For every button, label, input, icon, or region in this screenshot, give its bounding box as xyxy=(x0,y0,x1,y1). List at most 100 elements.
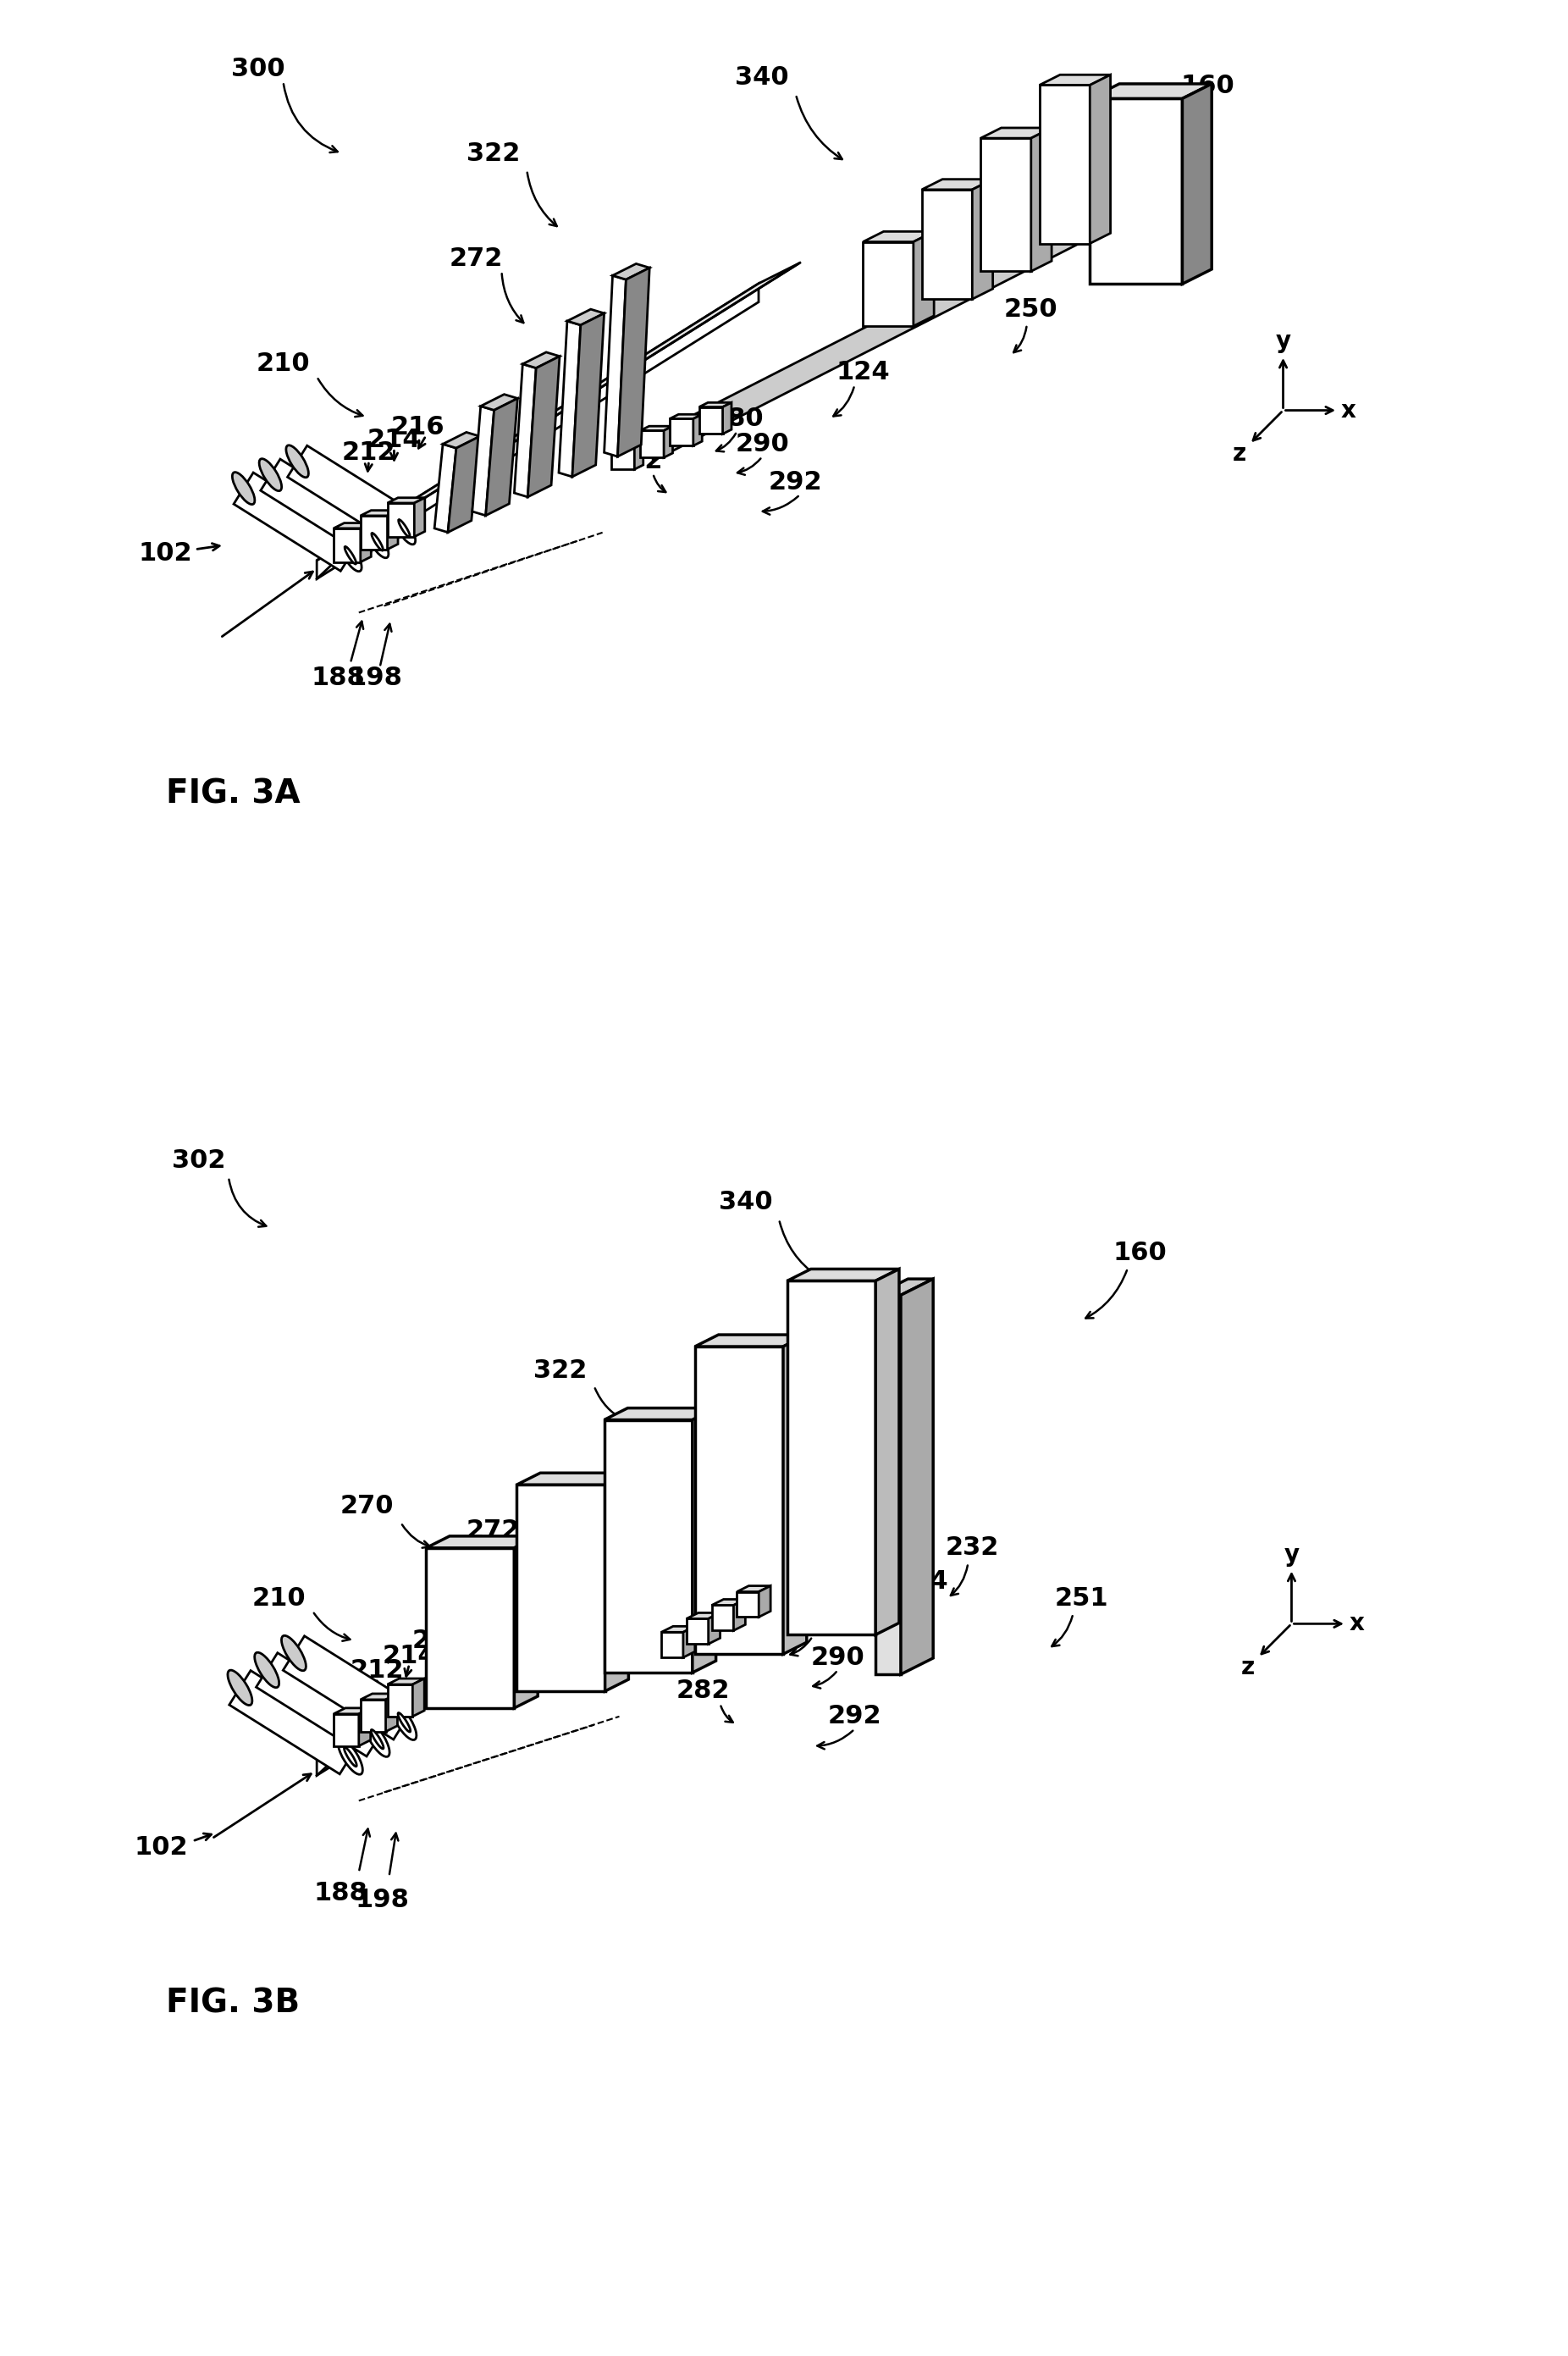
Polygon shape xyxy=(1090,85,1212,99)
Polygon shape xyxy=(359,1708,370,1746)
Text: 212: 212 xyxy=(350,1659,405,1682)
Polygon shape xyxy=(618,269,649,457)
Text: 280: 280 xyxy=(710,408,764,431)
Polygon shape xyxy=(434,443,456,532)
Ellipse shape xyxy=(398,1713,411,1732)
Text: z: z xyxy=(1232,443,1247,466)
Text: FIG. 3B: FIG. 3B xyxy=(166,1986,299,2019)
Text: 280: 280 xyxy=(786,1612,839,1635)
Polygon shape xyxy=(514,365,536,497)
Ellipse shape xyxy=(285,445,309,478)
Polygon shape xyxy=(699,403,732,408)
Polygon shape xyxy=(604,1421,693,1673)
Polygon shape xyxy=(517,1484,605,1692)
Polygon shape xyxy=(612,438,643,443)
Ellipse shape xyxy=(392,1706,417,1739)
Polygon shape xyxy=(1182,85,1212,285)
Polygon shape xyxy=(862,243,914,325)
Polygon shape xyxy=(980,139,1032,271)
Polygon shape xyxy=(1040,75,1110,85)
Ellipse shape xyxy=(372,1729,384,1748)
Polygon shape xyxy=(684,1626,695,1659)
Ellipse shape xyxy=(345,547,356,563)
Polygon shape xyxy=(662,1626,695,1633)
Text: 290: 290 xyxy=(811,1644,866,1670)
Polygon shape xyxy=(448,436,480,532)
Text: 216: 216 xyxy=(412,1628,466,1654)
Polygon shape xyxy=(361,1694,397,1699)
Polygon shape xyxy=(662,1633,684,1659)
Text: 340: 340 xyxy=(718,1190,773,1216)
Polygon shape xyxy=(612,443,635,469)
Polygon shape xyxy=(613,264,649,280)
Ellipse shape xyxy=(259,459,282,490)
Text: 292: 292 xyxy=(828,1703,881,1729)
Polygon shape xyxy=(1090,75,1110,243)
Text: 212: 212 xyxy=(342,441,395,464)
Polygon shape xyxy=(922,179,993,188)
Text: 198: 198 xyxy=(348,667,403,690)
Polygon shape xyxy=(712,1604,734,1630)
Polygon shape xyxy=(875,1296,900,1675)
Polygon shape xyxy=(787,1270,898,1282)
Ellipse shape xyxy=(372,532,383,551)
Polygon shape xyxy=(386,1694,397,1732)
Text: 216: 216 xyxy=(390,415,445,441)
Ellipse shape xyxy=(365,1722,389,1758)
Text: 210: 210 xyxy=(256,351,310,377)
Ellipse shape xyxy=(254,1652,279,1687)
Text: y: y xyxy=(1275,330,1290,353)
Polygon shape xyxy=(387,497,425,504)
Polygon shape xyxy=(687,1619,709,1644)
Polygon shape xyxy=(442,431,480,448)
Polygon shape xyxy=(572,313,604,476)
Text: 302: 302 xyxy=(172,1147,226,1173)
Polygon shape xyxy=(1090,99,1182,285)
Polygon shape xyxy=(712,1600,745,1604)
Text: 322: 322 xyxy=(466,141,521,165)
Ellipse shape xyxy=(232,471,254,504)
Text: 124: 124 xyxy=(895,1569,949,1595)
Ellipse shape xyxy=(339,540,362,573)
Polygon shape xyxy=(334,523,372,528)
Text: 300: 300 xyxy=(230,57,285,82)
Text: x: x xyxy=(1341,398,1356,422)
Text: 282: 282 xyxy=(676,1680,731,1703)
Polygon shape xyxy=(426,1536,538,1548)
Text: 282: 282 xyxy=(610,448,663,474)
Polygon shape xyxy=(260,459,387,558)
Text: 160: 160 xyxy=(1181,73,1234,99)
Polygon shape xyxy=(334,528,361,563)
Polygon shape xyxy=(558,320,580,476)
Polygon shape xyxy=(361,1699,386,1732)
Text: 292: 292 xyxy=(768,469,823,495)
Polygon shape xyxy=(361,511,398,516)
Polygon shape xyxy=(334,1713,359,1746)
Text: 102: 102 xyxy=(138,542,193,565)
Polygon shape xyxy=(568,309,604,325)
Text: 214: 214 xyxy=(383,1644,436,1668)
Polygon shape xyxy=(361,516,387,549)
Text: FIG. 3A: FIG. 3A xyxy=(166,777,299,810)
Ellipse shape xyxy=(365,525,389,558)
Polygon shape xyxy=(699,408,723,434)
Text: 198: 198 xyxy=(356,1887,409,1913)
Polygon shape xyxy=(737,1586,770,1593)
Polygon shape xyxy=(914,231,935,325)
Polygon shape xyxy=(387,511,398,549)
Polygon shape xyxy=(687,1614,720,1619)
Text: 270: 270 xyxy=(340,1494,394,1517)
Ellipse shape xyxy=(227,1670,252,1706)
Polygon shape xyxy=(652,186,1140,462)
Text: 102: 102 xyxy=(135,1835,188,1859)
Polygon shape xyxy=(481,393,517,410)
Polygon shape xyxy=(605,1472,629,1692)
Polygon shape xyxy=(387,1685,412,1718)
Ellipse shape xyxy=(282,1635,306,1670)
Text: 210: 210 xyxy=(252,1586,306,1612)
Polygon shape xyxy=(361,523,372,563)
Polygon shape xyxy=(723,403,732,434)
Polygon shape xyxy=(604,276,626,457)
Polygon shape xyxy=(234,474,361,570)
Polygon shape xyxy=(604,1409,717,1421)
